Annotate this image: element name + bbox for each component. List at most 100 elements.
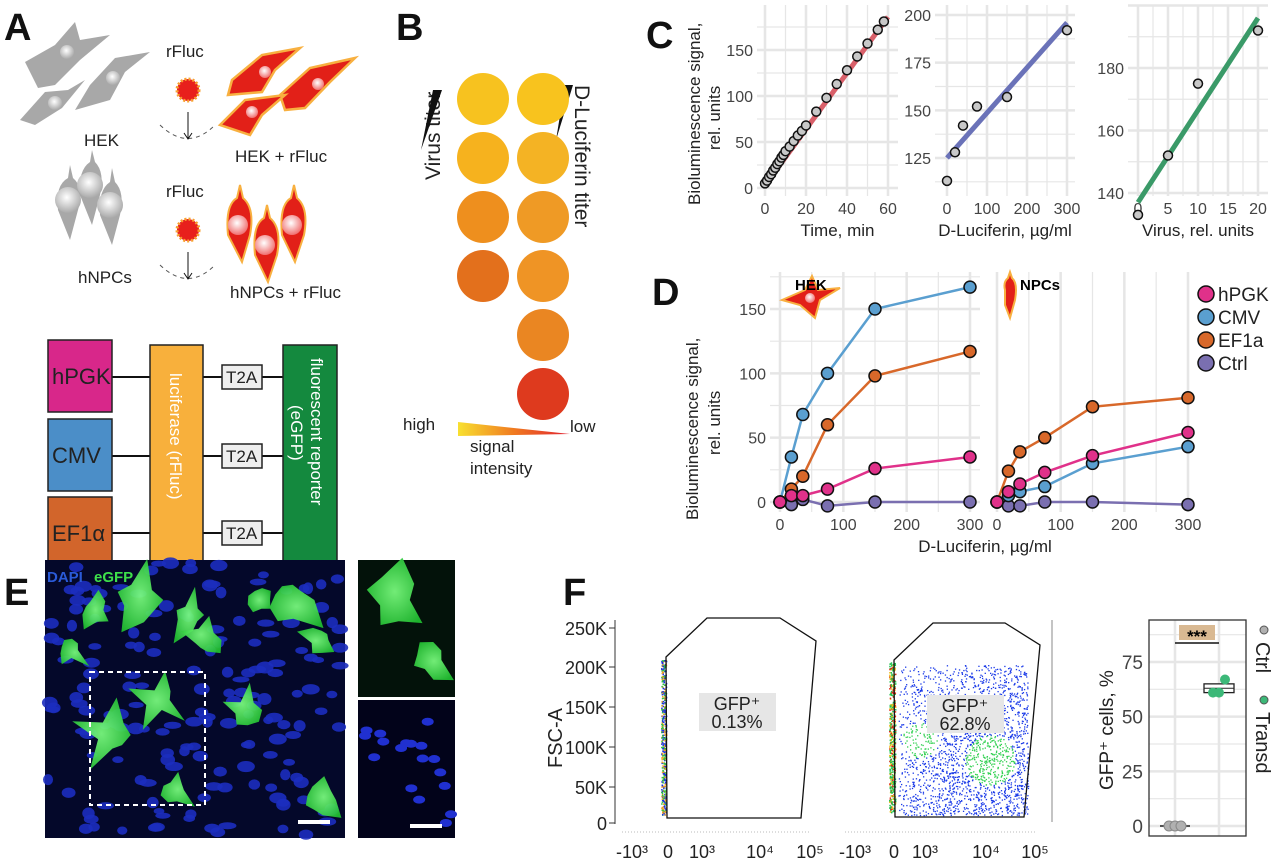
event-dot: [914, 708, 917, 710]
event-dot: [926, 757, 928, 759]
event-dot: [1007, 770, 1009, 772]
event-dot: [664, 793, 666, 796]
nucleus: [413, 795, 426, 804]
event-dot: [985, 784, 987, 786]
event-dot: [906, 731, 908, 733]
event-dot: [890, 668, 893, 671]
event-dot: [966, 761, 968, 763]
event-dot: [1019, 704, 1021, 706]
event-dot: [662, 780, 665, 782]
event-dot: [942, 689, 944, 691]
promoter-label: hPGK: [52, 364, 111, 389]
event-dot: [1011, 790, 1013, 792]
event-dot: [989, 745, 991, 748]
event-dot: [985, 798, 988, 801]
event-dot: [981, 692, 983, 695]
event-dot: [889, 688, 891, 690]
event-dot: [890, 800, 892, 802]
event-dot: [664, 698, 666, 700]
event-dot: [1004, 733, 1006, 735]
event-dot: [910, 802, 912, 804]
event-dot: [1011, 693, 1013, 696]
event-dot: [891, 720, 894, 722]
event-dot: [917, 695, 919, 697]
x-tick-label: 10³: [912, 842, 938, 862]
event-dot: [890, 678, 893, 680]
event-dot: [909, 764, 911, 766]
event-dot: [975, 813, 978, 815]
event-dot: [1024, 719, 1027, 721]
data-point-EF1a: [1181, 391, 1195, 405]
chart-d_npc: 0 100 200 300: [990, 272, 1201, 534]
nucleus: [69, 604, 84, 615]
event-dot: [893, 804, 895, 806]
nucleus: [128, 627, 140, 639]
event-dot: [988, 772, 991, 775]
y-tick-label: 250K: [565, 619, 607, 639]
legend-label: Ctrl: [1218, 354, 1248, 375]
event-dot: [1007, 736, 1010, 739]
event-dot: [919, 753, 921, 755]
event-dot: [661, 731, 663, 734]
event-dot: [919, 812, 921, 814]
event-dot: [924, 762, 927, 765]
event-dot: [975, 732, 977, 735]
event-dot: [952, 790, 955, 793]
event-dot: [984, 665, 987, 668]
event-dot: [890, 806, 892, 808]
event-dot: [1013, 766, 1015, 768]
event-dot: [914, 685, 916, 687]
event-dot: [915, 726, 917, 728]
event-dot: [905, 790, 907, 792]
event-dot: [661, 695, 664, 698]
event-dot: [932, 757, 934, 760]
y-tick-label: 140: [1097, 186, 1124, 203]
event-dot: [986, 679, 988, 681]
event-dot: [912, 781, 914, 783]
event-dot: [946, 685, 948, 687]
event-dot: [1027, 688, 1029, 690]
event-dot: [906, 736, 909, 738]
event-dot: [1023, 688, 1026, 691]
event-dot: [662, 744, 664, 746]
event-dot: [890, 713, 892, 716]
event-dot: [890, 685, 893, 688]
event-dot: [894, 689, 896, 692]
event-dot: [1019, 766, 1021, 768]
event-dot: [891, 725, 894, 727]
event-dot: [952, 784, 955, 786]
event-dot: [984, 747, 986, 749]
event-dot: [931, 758, 933, 760]
event-dot: [661, 662, 664, 665]
event-dot: [1006, 810, 1008, 812]
event-dot: [937, 773, 939, 775]
event-dot: [923, 681, 925, 683]
event-dot: [957, 692, 959, 694]
event-dot: [661, 758, 663, 761]
event-dot: [913, 703, 915, 705]
event-dot: [952, 772, 954, 774]
event-dot: [1021, 799, 1023, 801]
data-point-Ctrl: [1181, 497, 1195, 512]
data-point-hPGK: [1013, 477, 1027, 491]
event-dot: [912, 806, 915, 809]
event-dot: [1009, 770, 1011, 772]
event-dot: [905, 678, 907, 681]
event-dot: [981, 735, 983, 738]
event-dot: [1009, 670, 1012, 673]
well: [457, 250, 509, 302]
y-tick-label: 200K: [565, 658, 607, 678]
event-dot: [923, 710, 926, 712]
event-dot: [1027, 785, 1030, 788]
event-dot: [969, 790, 971, 793]
event-dot: [1003, 690, 1005, 693]
event-dot: [661, 737, 663, 739]
event-dot: [948, 760, 950, 762]
event-dot: [925, 740, 927, 743]
event-dot: [965, 732, 967, 735]
event-dot: [975, 778, 977, 780]
event-dot: [664, 748, 666, 750]
event-dot: [1023, 673, 1025, 675]
event-dot: [1026, 726, 1028, 728]
event-dot: [1009, 802, 1011, 804]
